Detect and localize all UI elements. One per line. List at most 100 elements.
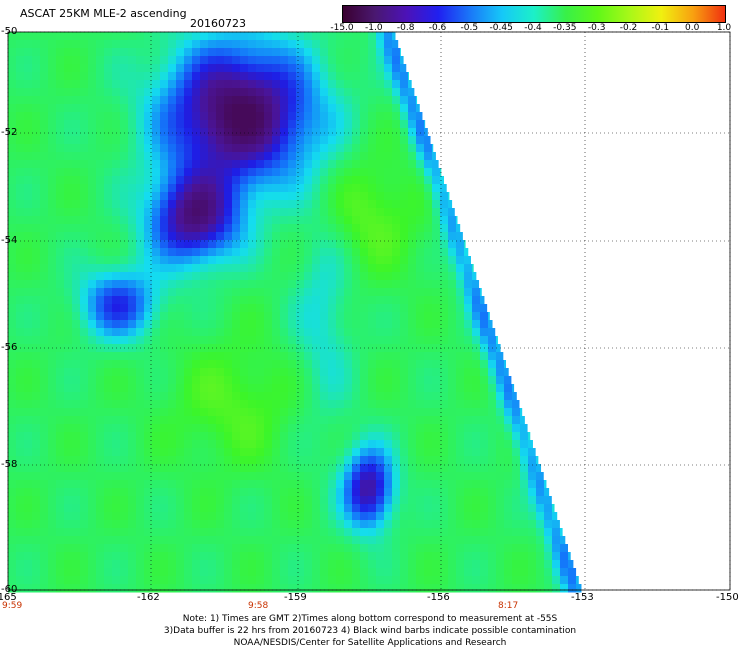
wind-cell <box>248 176 257 185</box>
wind-cell <box>360 456 369 465</box>
wind-cell <box>40 288 49 297</box>
wind-cell <box>48 152 57 161</box>
wind-cell <box>288 96 297 105</box>
wind-cell <box>448 480 457 489</box>
wind-cell <box>192 520 201 529</box>
wind-cell <box>120 296 129 305</box>
wind-cell <box>368 48 377 57</box>
wind-cell <box>80 480 89 489</box>
wind-cell <box>304 120 313 129</box>
wind-cell <box>320 520 329 529</box>
wind-cell <box>128 368 137 377</box>
wind-cell <box>336 280 345 289</box>
wind-cell <box>288 416 297 425</box>
wind-cell <box>392 120 401 129</box>
wind-cell <box>352 352 361 361</box>
wind-cell <box>352 504 361 513</box>
wind-cell <box>168 504 177 513</box>
wind-cell <box>280 352 289 361</box>
wind-cell <box>72 88 81 97</box>
wind-cell <box>152 368 161 377</box>
wind-cell <box>40 64 49 73</box>
wind-cell <box>504 496 513 505</box>
wind-cell <box>144 480 153 489</box>
wind-cell <box>344 240 353 249</box>
wind-cell <box>392 496 401 505</box>
wind-cell <box>216 64 225 73</box>
wind-cell <box>352 240 361 249</box>
wind-cell <box>296 504 305 513</box>
wind-cell <box>56 512 65 521</box>
wind-cell <box>400 336 409 345</box>
wind-cell <box>16 384 25 393</box>
wind-cell <box>416 104 420 113</box>
wind-cell <box>248 144 257 153</box>
wind-cell <box>128 88 137 97</box>
wind-cell <box>464 544 473 553</box>
wind-cell <box>232 584 241 593</box>
wind-cell <box>288 72 297 81</box>
wind-cell <box>304 520 313 529</box>
wind-cell <box>136 360 145 369</box>
wind-cell <box>456 304 465 313</box>
wind-cell <box>16 192 25 201</box>
wind-cell <box>408 104 417 113</box>
wind-cell <box>80 488 89 497</box>
wind-cell <box>80 320 89 329</box>
wind-cell <box>208 336 217 345</box>
wind-cell <box>216 40 225 49</box>
wind-cell <box>72 32 81 41</box>
wind-cell <box>288 552 297 561</box>
wind-cell <box>200 488 209 497</box>
wind-cell <box>72 512 81 521</box>
wind-cell <box>216 520 225 529</box>
wind-cell <box>16 480 25 489</box>
wind-cell <box>48 472 57 481</box>
wind-cell <box>32 320 41 329</box>
wind-cell <box>248 408 257 417</box>
wind-cell <box>248 128 257 137</box>
wind-cell <box>96 416 105 425</box>
wind-cell <box>64 232 73 241</box>
wind-cell <box>56 176 65 185</box>
wind-cell <box>192 208 201 217</box>
wind-cell <box>48 512 57 521</box>
wind-cell <box>392 576 401 585</box>
wind-cell <box>304 48 313 57</box>
wind-cell <box>72 472 81 481</box>
wind-cell <box>88 144 97 153</box>
wind-cell <box>320 176 329 185</box>
wind-cell <box>288 320 297 329</box>
wind-cell <box>176 376 185 385</box>
wind-cell <box>344 256 353 265</box>
wind-cell <box>152 64 161 73</box>
wind-cell <box>248 392 257 401</box>
wind-cell <box>168 464 177 473</box>
wind-cell <box>480 392 489 401</box>
wind-cell <box>24 48 33 57</box>
wind-cell <box>344 264 353 273</box>
wind-cell <box>136 208 145 217</box>
wind-cell <box>400 112 409 121</box>
wind-cell <box>272 184 281 193</box>
wind-cell <box>160 64 169 73</box>
wind-cell <box>496 368 505 377</box>
wind-cell <box>288 64 297 73</box>
wind-cell <box>216 168 225 177</box>
wind-cell <box>256 240 265 249</box>
wind-cell <box>48 528 57 537</box>
wind-cell <box>192 192 201 201</box>
wind-cell <box>376 416 385 425</box>
wind-cell <box>160 232 169 241</box>
wind-cell <box>160 400 169 409</box>
wind-cell <box>448 504 457 513</box>
wind-cell <box>144 120 153 129</box>
wind-cell <box>248 304 257 313</box>
wind-cell <box>48 440 57 449</box>
wind-cell <box>32 416 41 425</box>
wind-cell <box>472 496 481 505</box>
wind-cell <box>88 392 97 401</box>
wind-cell <box>320 328 329 337</box>
wind-cell <box>24 552 33 561</box>
wind-cell <box>280 304 289 313</box>
